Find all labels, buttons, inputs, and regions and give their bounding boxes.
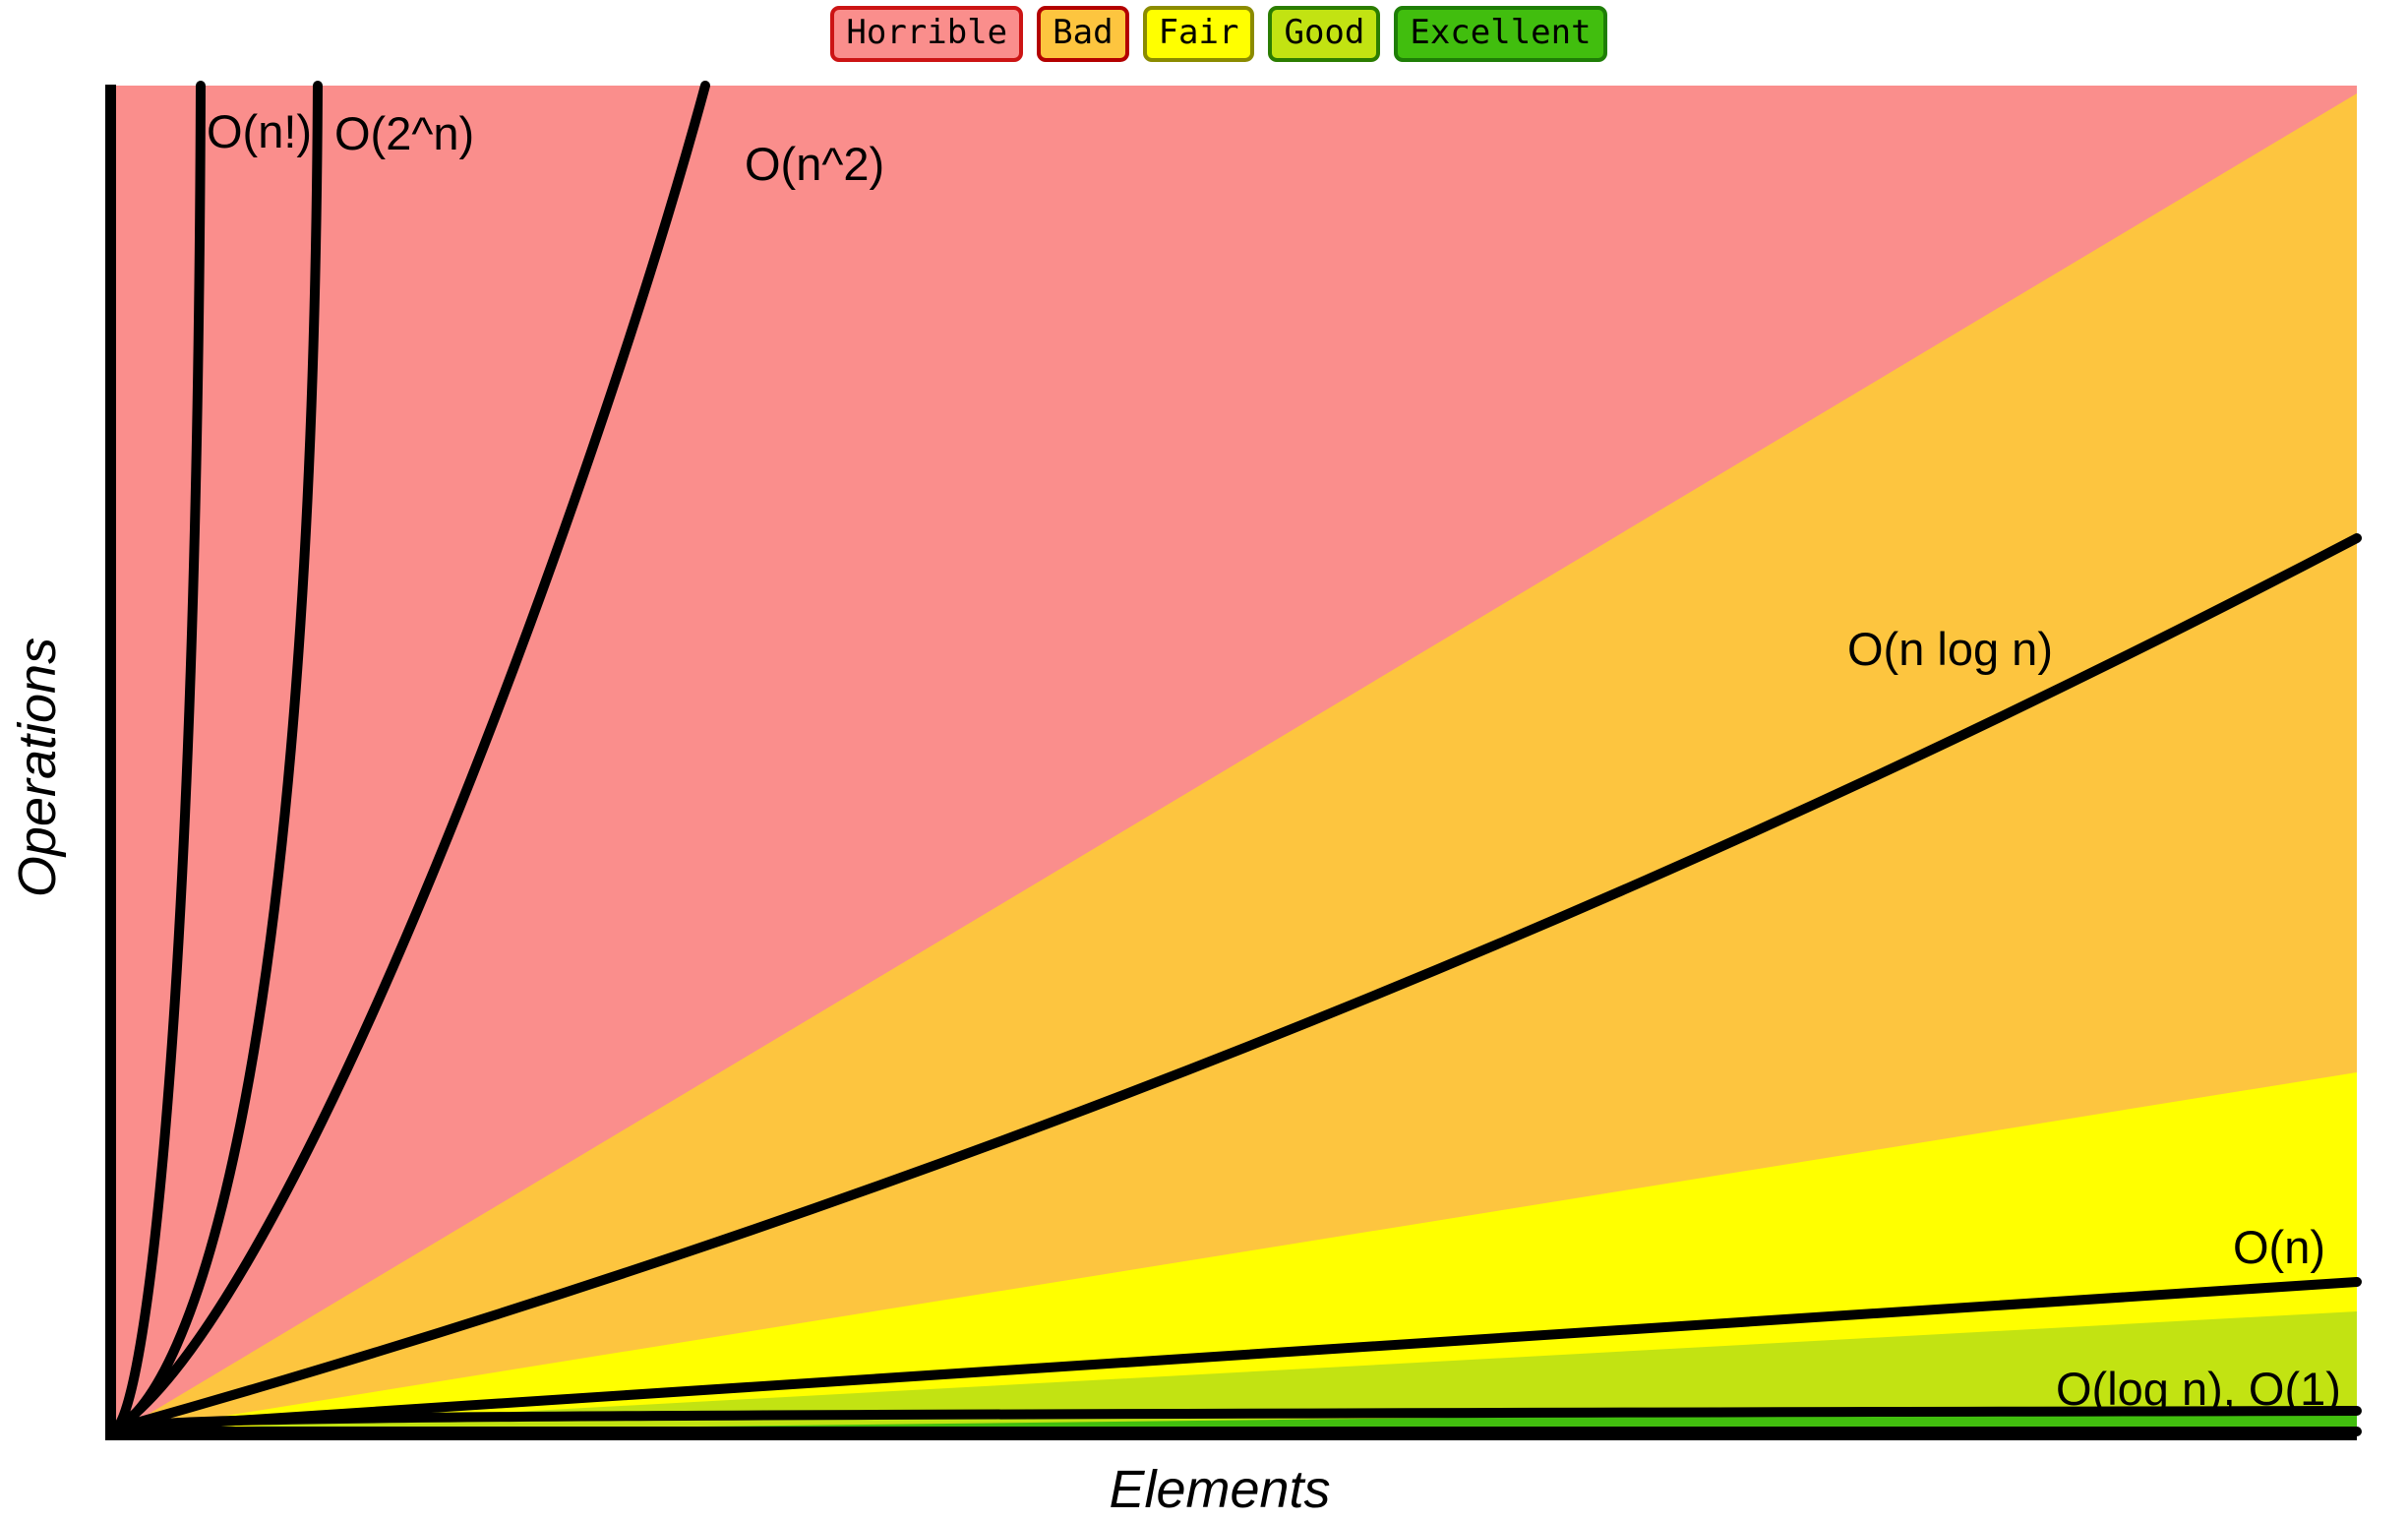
curve-o-n-squared bbox=[111, 81, 710, 1433]
legend-item-good: Good bbox=[1268, 6, 1381, 62]
label-o-n-squared: O(n^2) bbox=[745, 138, 884, 190]
curve-o-n-log-n bbox=[111, 533, 2362, 1433]
region-good bbox=[116, 1311, 2357, 1433]
y-axis-line bbox=[105, 85, 116, 1440]
curve-o-2-pow-n bbox=[111, 81, 323, 1433]
label-o-n-factorial: O(n!) bbox=[207, 105, 312, 157]
label-o-2-pow-n: O(2^n) bbox=[334, 107, 474, 159]
x-axis-title: Elements bbox=[1109, 1460, 1330, 1519]
x-axis-line bbox=[105, 1429, 2357, 1440]
curve-o-n-factorial bbox=[111, 81, 206, 1433]
curve-o-n bbox=[111, 1277, 2362, 1433]
region-bad bbox=[116, 93, 2357, 1433]
complexity-legend: Horrible Bad Fair Good Excellent bbox=[30, 6, 2408, 62]
y-axis-title: Operations bbox=[8, 638, 67, 897]
legend-item-fair: Fair bbox=[1142, 6, 1255, 62]
legend-item-bad: Bad bbox=[1037, 6, 1129, 62]
legend-item-horrible: Horrible bbox=[830, 6, 1024, 62]
label-o-n: O(n) bbox=[2233, 1221, 2325, 1273]
label-o-n-log-n: O(n log n) bbox=[1847, 623, 2053, 675]
label-o-log-n-o-1: O(log n), O(1) bbox=[2056, 1363, 2341, 1415]
legend-item-excellent: Excellent bbox=[1394, 6, 1607, 62]
